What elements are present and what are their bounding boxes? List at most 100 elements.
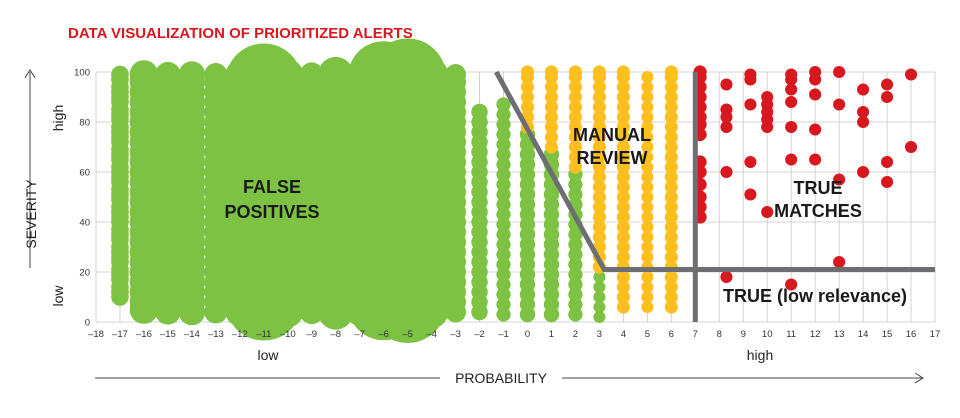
data-point	[664, 210, 678, 224]
x-tick-label: 0	[525, 329, 530, 340]
data-point	[616, 230, 630, 244]
data-point	[881, 155, 894, 169]
x-tick-label: 11	[786, 329, 796, 340]
data-point	[111, 65, 129, 84]
x-tick-label: 8	[717, 329, 722, 340]
data-point	[568, 177, 583, 192]
data-point	[592, 220, 607, 234]
data-point	[785, 68, 798, 81]
data-point	[664, 140, 678, 154]
data-point	[496, 107, 511, 122]
data-point	[720, 103, 733, 116]
data-point	[904, 140, 918, 154]
data-point	[904, 68, 918, 81]
data-point	[641, 100, 654, 114]
data-point	[641, 90, 654, 104]
data-point	[664, 190, 678, 204]
data-point	[592, 230, 607, 244]
data-point	[785, 120, 798, 134]
data-point	[641, 130, 654, 144]
data-point	[544, 100, 559, 114]
boundary-line	[494, 70, 935, 272]
y-tick-label: 60	[79, 168, 90, 179]
data-point	[616, 140, 630, 154]
data-point	[641, 240, 654, 254]
data-point	[445, 64, 467, 85]
data-point	[496, 217, 511, 232]
region-label-manual-review: MANUAL	[573, 125, 651, 145]
data-point	[664, 180, 678, 194]
region-label-manual-review-line2: REVIEW	[576, 148, 647, 168]
data-point	[568, 150, 583, 164]
data-point	[641, 110, 654, 124]
x-tick-label: –9	[306, 329, 317, 340]
data-point	[592, 170, 607, 184]
data-point	[785, 83, 798, 96]
data-point	[496, 197, 511, 212]
data-point	[641, 280, 654, 294]
x-tick-label: –11	[256, 329, 271, 340]
data-point	[809, 65, 822, 79]
data-point	[664, 130, 678, 144]
data-point	[664, 290, 678, 304]
data-point	[568, 160, 583, 174]
data-point	[496, 237, 511, 252]
y-high-label: high	[50, 105, 66, 131]
y-tick-label: 80	[79, 118, 90, 129]
data-point	[544, 120, 559, 134]
data-point	[720, 165, 733, 179]
data-point	[272, 59, 304, 90]
x-tick-label: –7	[354, 329, 365, 340]
y-tick-label: 20	[79, 268, 90, 279]
data-point	[568, 110, 583, 124]
y-low-label: low	[50, 285, 66, 307]
y-axis-label: SEVERITY	[23, 179, 39, 249]
data-point	[568, 237, 583, 252]
data-point	[616, 90, 630, 104]
data-point	[641, 270, 654, 284]
region-label-true-matches-line2: MATCHES	[774, 201, 862, 221]
x-tick-label: –6	[378, 329, 389, 340]
data-point	[616, 65, 630, 79]
x-tick-label: –17	[112, 329, 128, 340]
data-point	[616, 190, 630, 204]
data-point	[809, 88, 822, 101]
y-tick-label: 40	[79, 218, 90, 229]
region-label-false-positives-line2: POSITIVES	[224, 202, 319, 222]
data-point	[496, 257, 511, 272]
data-point	[204, 62, 228, 87]
data-point	[641, 170, 654, 184]
data-point	[568, 247, 583, 262]
data-point	[544, 65, 559, 79]
data-point	[641, 180, 654, 194]
data-points	[111, 38, 918, 343]
x-tick-label: –15	[160, 329, 176, 340]
data-point	[568, 130, 583, 144]
data-point	[857, 105, 870, 119]
x-tick-label: 3	[597, 329, 602, 340]
y-axis-arrowhead	[24, 69, 36, 79]
data-point	[593, 300, 606, 314]
chart-title: DATA VISUALIZATION OF PRIORITIZED ALERTS	[68, 25, 413, 42]
x-tick-label: –18	[88, 329, 104, 340]
data-point	[664, 170, 678, 184]
y-tick-label: 100	[74, 68, 90, 79]
x-tick-label: 14	[858, 329, 869, 340]
data-point	[881, 78, 894, 91]
data-point	[616, 100, 630, 114]
data-point	[568, 277, 583, 292]
x-tick-label: –16	[136, 329, 152, 340]
data-point	[664, 250, 678, 264]
data-point	[178, 61, 206, 88]
data-point	[616, 300, 630, 314]
x-axis-arrowhead	[914, 372, 924, 384]
data-point	[592, 130, 607, 144]
x-tick-label: 6	[669, 329, 674, 340]
data-point	[744, 98, 757, 111]
data-point	[592, 65, 607, 79]
data-point	[616, 120, 630, 134]
data-point	[744, 155, 757, 169]
data-point	[496, 207, 511, 222]
data-point	[641, 150, 654, 164]
